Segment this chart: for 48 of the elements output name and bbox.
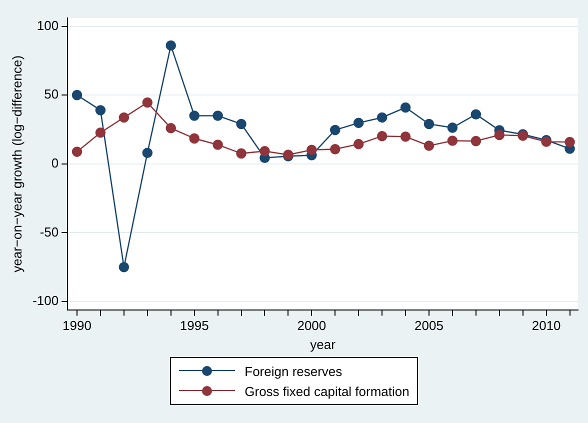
point xyxy=(470,109,482,120)
point xyxy=(72,146,82,157)
point xyxy=(330,144,340,154)
point xyxy=(236,118,246,130)
point xyxy=(166,122,176,134)
point xyxy=(236,148,246,159)
y-tick-label: -50 xyxy=(40,224,59,240)
y-tick-label: 0 xyxy=(51,155,59,170)
point xyxy=(260,146,270,156)
point xyxy=(470,136,482,146)
point xyxy=(494,130,505,140)
x-tick-label: 2000 xyxy=(297,318,326,334)
point xyxy=(95,105,106,116)
x-tick-label: 2005 xyxy=(414,318,444,334)
point xyxy=(306,144,317,156)
point xyxy=(424,118,434,130)
y-axis-title: year−on−year growth (log−difference) xyxy=(9,55,24,272)
legend-label: Gross fixed capital formation xyxy=(244,384,410,398)
point xyxy=(142,97,153,108)
point xyxy=(212,140,223,150)
point xyxy=(564,136,575,148)
point xyxy=(400,131,411,142)
x-axis-title: year xyxy=(310,336,336,352)
point xyxy=(142,148,153,158)
x-tick-label: 1990 xyxy=(62,318,92,334)
point xyxy=(353,118,364,128)
y-tick-label: 100 xyxy=(36,18,59,33)
point xyxy=(118,112,130,123)
point xyxy=(447,136,458,146)
point xyxy=(212,110,223,121)
point xyxy=(189,133,200,144)
point xyxy=(376,112,388,123)
x-tick-label: 2010 xyxy=(532,318,561,334)
legend-label: Foreign reserves xyxy=(244,364,342,378)
point xyxy=(424,140,434,151)
point xyxy=(72,90,82,100)
point xyxy=(447,122,458,133)
point xyxy=(376,130,388,142)
y-tick-label: 50 xyxy=(44,86,59,102)
point xyxy=(189,110,200,121)
y-tick-label: -100 xyxy=(32,293,59,308)
point xyxy=(400,102,411,113)
point xyxy=(118,262,130,272)
point xyxy=(95,128,106,138)
point xyxy=(330,124,340,136)
point xyxy=(353,138,364,150)
point xyxy=(166,40,176,51)
x-tick-label: 1995 xyxy=(180,318,209,334)
